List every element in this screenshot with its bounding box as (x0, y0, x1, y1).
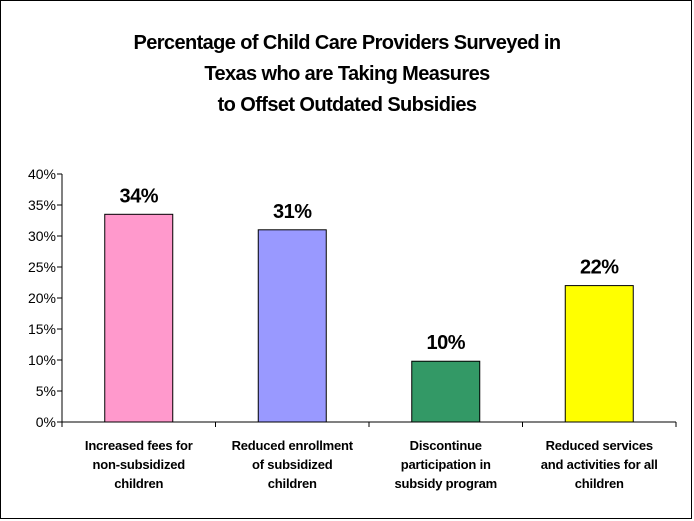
data-label: 22% (580, 257, 619, 279)
data-label: 31% (273, 201, 312, 223)
category-label-line: non-subsidized (92, 457, 186, 472)
chart-title-line-1: Percentage of Child Care Providers Surve… (133, 32, 561, 54)
y-tick-label: 10% (28, 352, 56, 368)
y-tick-label: 40% (28, 166, 56, 182)
y-tick-label: 20% (28, 290, 56, 306)
category-label-line: participation in (400, 457, 491, 472)
y-tick-label: 15% (28, 321, 56, 337)
category-label-line: of subsidized (252, 457, 333, 472)
category-label: Discontinue participation in subsidy progr… (371, 436, 521, 493)
category-label-line: children (267, 476, 317, 491)
bar (564, 285, 634, 423)
category-label-line: Discontinue (409, 438, 482, 453)
y-tick-label: 5% (36, 383, 56, 399)
category-label: Increased fees for non-subsidized children (64, 436, 214, 493)
chart-title-line-2: Texas who are Taking Measures (204, 63, 490, 85)
category-label-line: subsidy program (394, 476, 498, 491)
data-label: 34% (119, 185, 158, 207)
category-label-line: Reduced enrollment (231, 438, 354, 453)
category-label-line: children (574, 476, 624, 491)
category-label-line: children (114, 476, 164, 491)
bar (411, 360, 481, 423)
y-tick-label: 0% (36, 414, 56, 430)
category-label-line: Increased fees for (84, 438, 193, 453)
bar (104, 213, 174, 423)
bar (257, 229, 327, 423)
y-tick-label: 25% (28, 259, 56, 275)
data-label: 10% (426, 332, 465, 354)
category-label-line: Reduced services (545, 438, 654, 453)
category-label: Reduced services and activities for all ch… (524, 436, 674, 493)
y-tick-label: 35% (28, 197, 56, 213)
category-label: Reduced enrollment of subsidized children (217, 436, 367, 493)
chart-title-line-3: to Offset Outdated Subsidies (217, 94, 477, 116)
category-label-line: and activities for all (540, 457, 658, 472)
y-tick-label: 30% (28, 228, 56, 244)
chart-title: Percentage of Child Care Providers Surve… (0, 28, 694, 121)
